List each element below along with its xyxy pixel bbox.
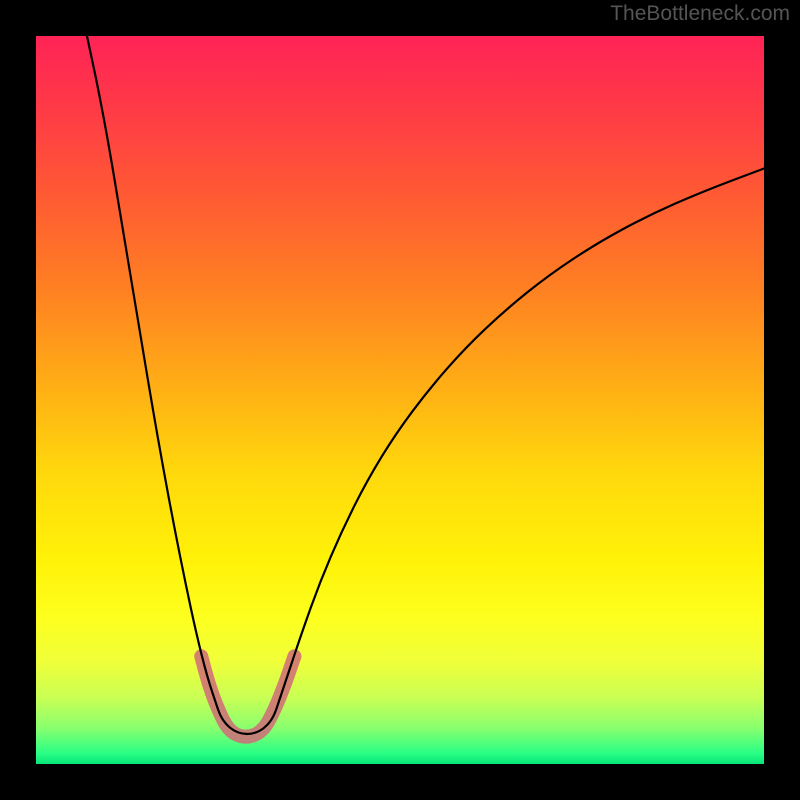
- bottleneck-curve: [87, 36, 764, 734]
- curve-layer: [36, 36, 764, 764]
- plot-area: [36, 36, 764, 764]
- chart-container: TheBottleneck.com: [0, 0, 800, 800]
- watermark-text: TheBottleneck.com: [610, 2, 790, 26]
